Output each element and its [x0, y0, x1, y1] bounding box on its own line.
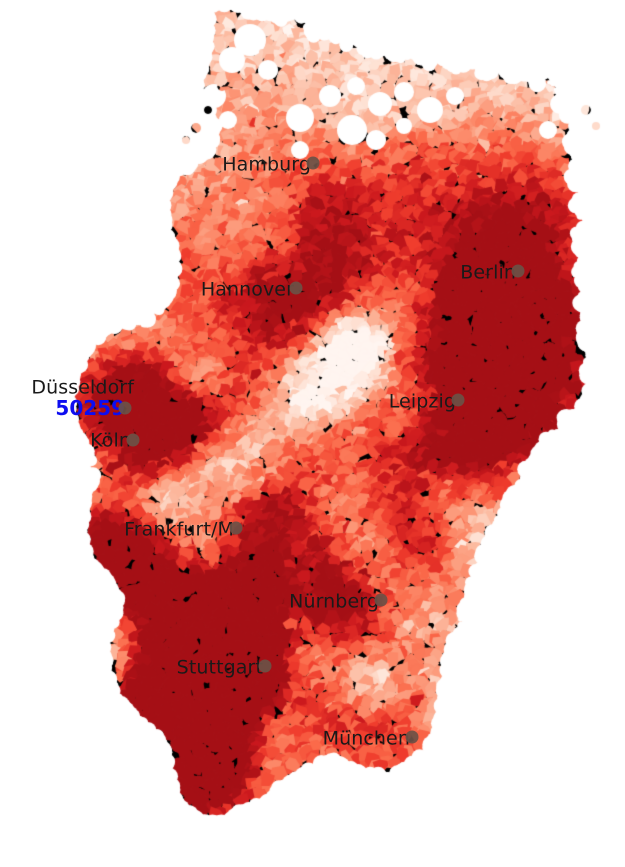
city-marker-hamburg: [306, 156, 320, 170]
city-marker-berlin: [511, 264, 525, 278]
city-marker-frankfurt-m: [229, 521, 243, 535]
highlighted-postal-code-marker: [118, 401, 132, 415]
city-marker-hannover: [289, 281, 303, 295]
city-marker-stuttgart: [258, 659, 272, 673]
city-marker-k-ln: [126, 433, 140, 447]
city-marker-n-rnberg: [374, 593, 388, 607]
city-marker-leipzig: [451, 393, 465, 407]
city-marker-m-nchen: [405, 730, 419, 744]
